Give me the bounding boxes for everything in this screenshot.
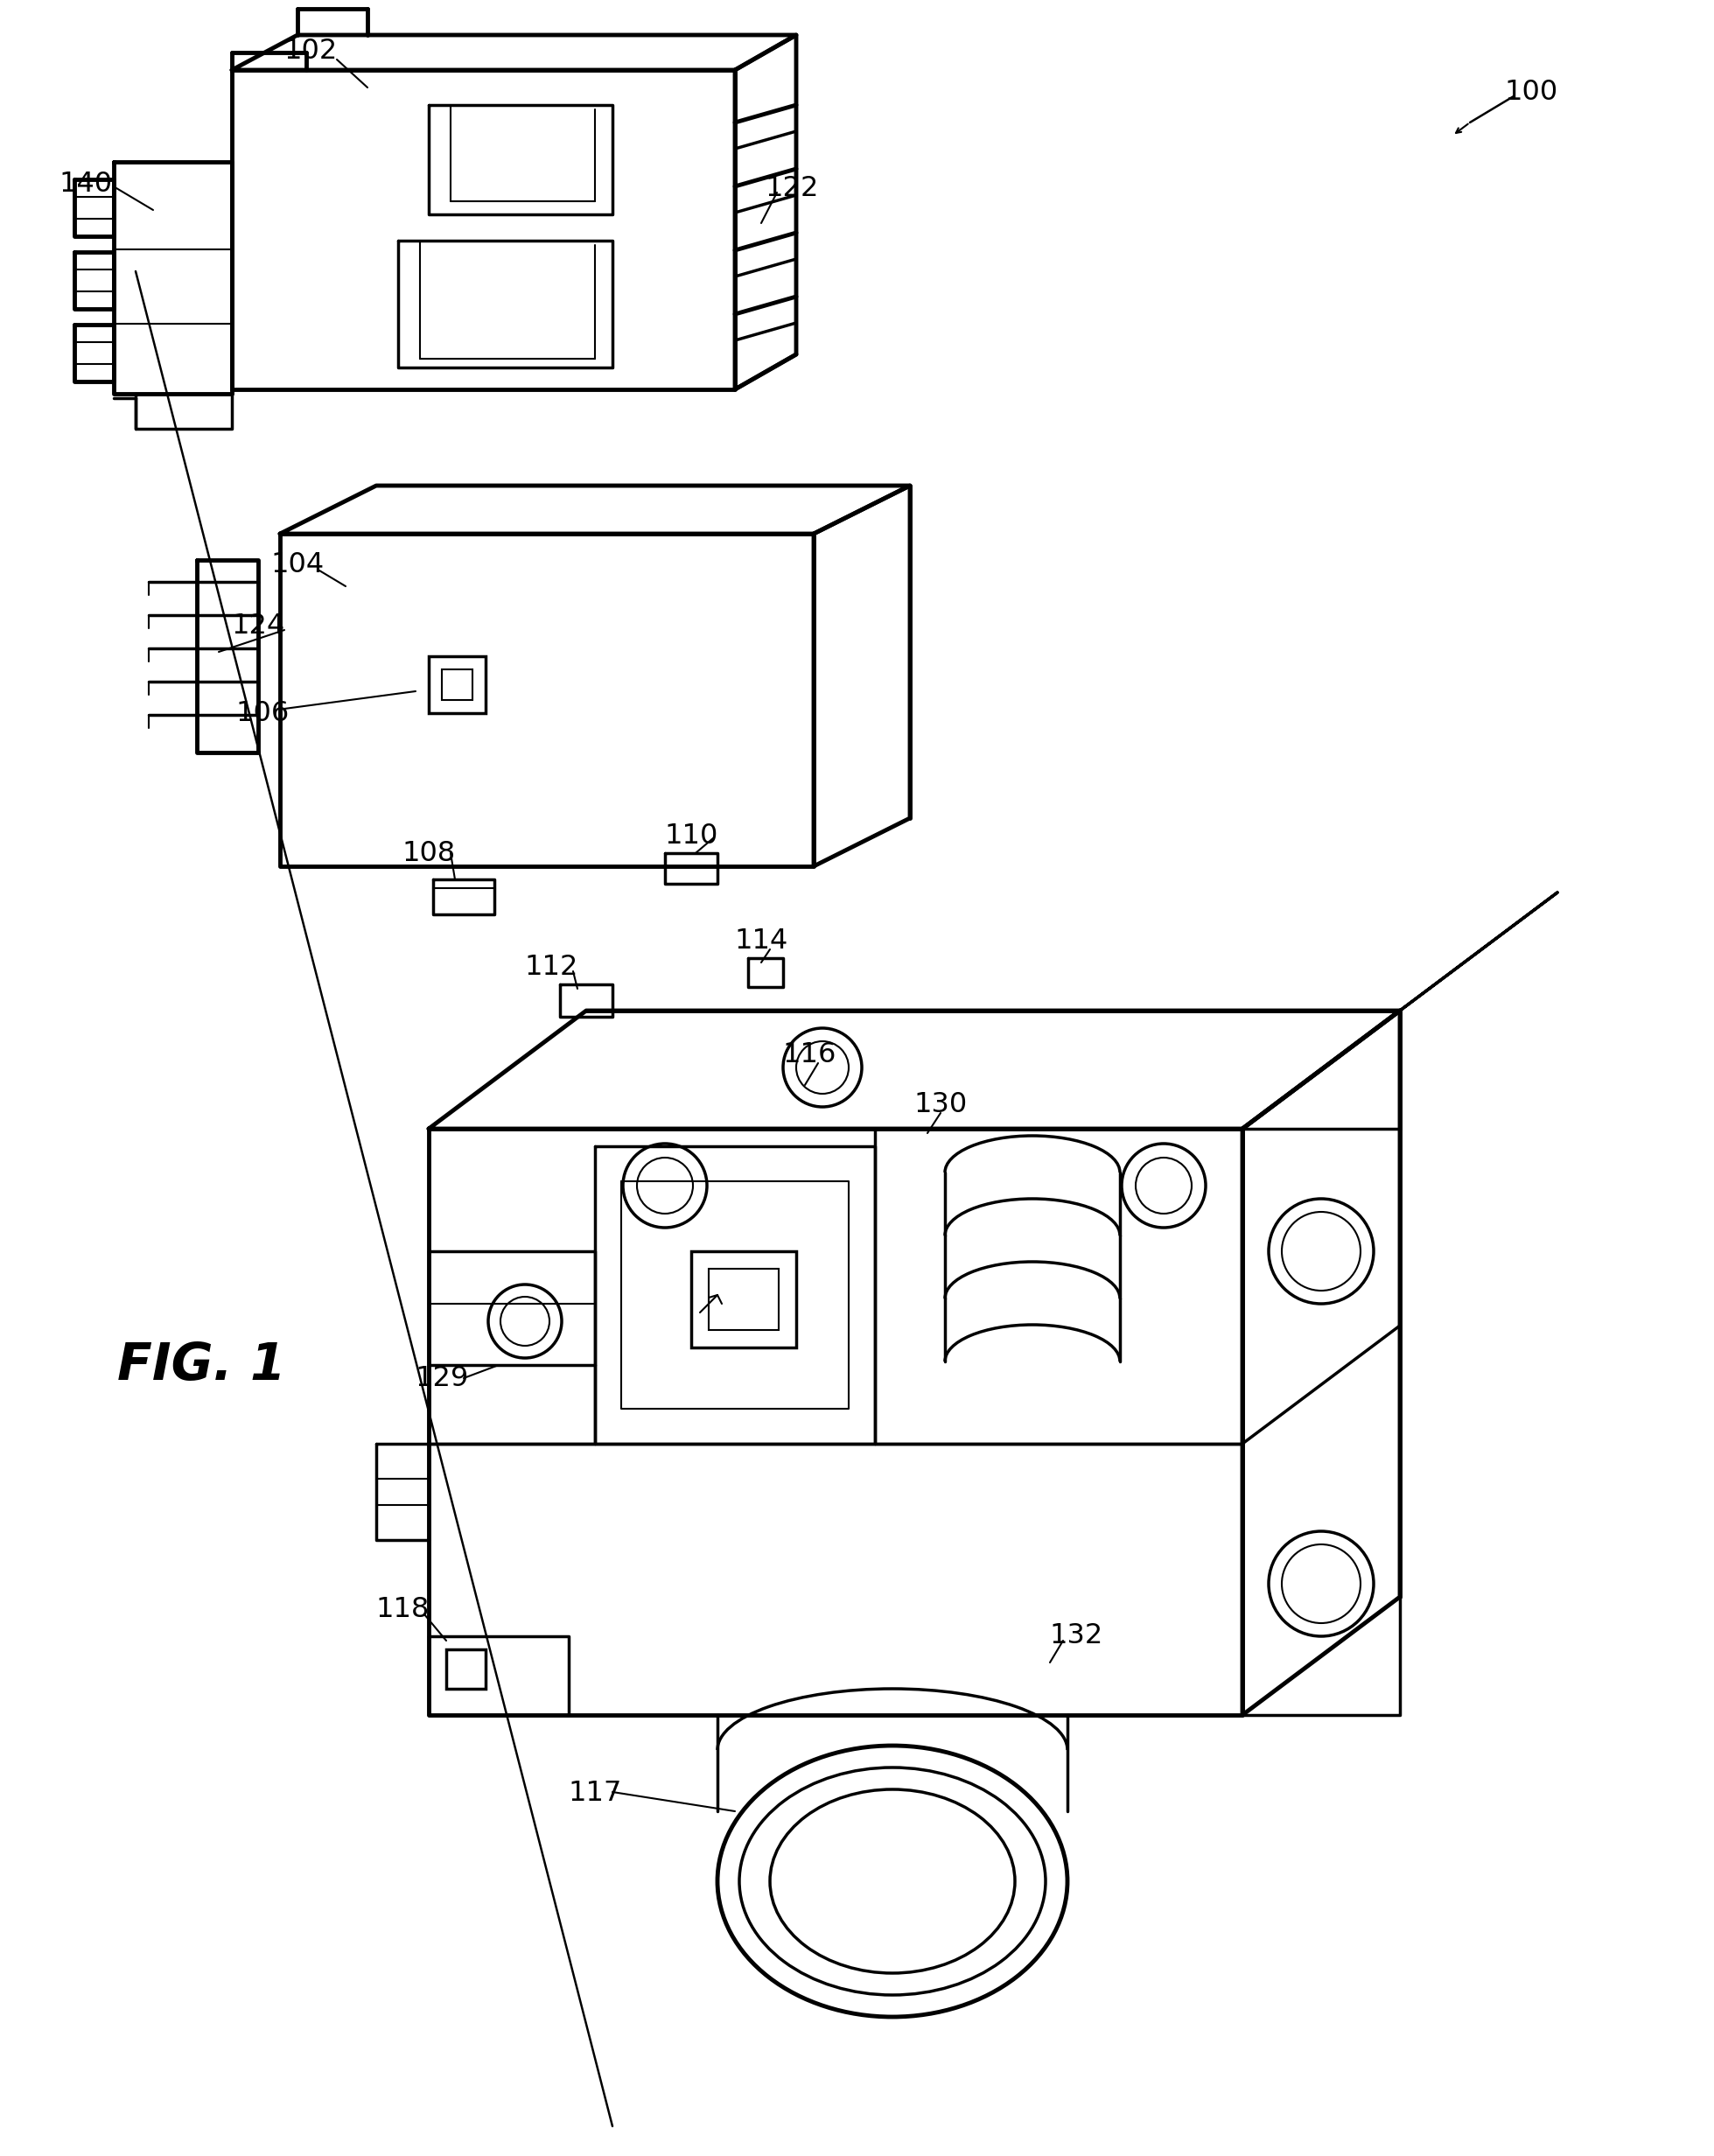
Text: 104: 104	[271, 550, 324, 578]
Bar	[428, 655, 485, 714]
Text: FIG. 1: FIG. 1	[117, 1341, 286, 1391]
Text: 140: 140	[58, 170, 113, 198]
Text: 106: 106	[237, 699, 290, 727]
Text: 129: 129	[415, 1365, 468, 1391]
Text: 116: 116	[783, 1041, 836, 1067]
Bar	[446, 1649, 485, 1688]
Text: 118: 118	[375, 1595, 428, 1623]
Text: 110: 110	[665, 821, 718, 849]
Text: 100: 100	[1505, 78, 1558, 106]
Text: 124: 124	[231, 612, 285, 638]
Text: 117: 117	[567, 1781, 622, 1807]
Text: 114: 114	[734, 927, 788, 955]
Bar	[708, 1268, 778, 1330]
Text: 130: 130	[914, 1091, 967, 1117]
Text: 102: 102	[285, 37, 338, 65]
Text: 122: 122	[764, 175, 819, 203]
Text: 108: 108	[401, 839, 456, 867]
Text: 112: 112	[524, 953, 578, 981]
Text: 132: 132	[1049, 1623, 1104, 1649]
Bar	[691, 1250, 797, 1348]
Bar	[442, 668, 473, 701]
